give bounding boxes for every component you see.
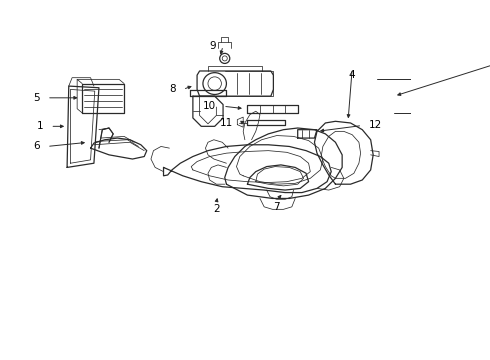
Text: 9: 9 [210, 41, 217, 51]
Text: 11: 11 [220, 118, 233, 128]
Text: 1: 1 [37, 121, 44, 131]
Text: 10: 10 [203, 101, 217, 111]
Text: 4: 4 [349, 70, 356, 80]
Text: 6: 6 [34, 141, 40, 152]
Text: 5: 5 [34, 93, 40, 103]
Text: 12: 12 [369, 121, 382, 130]
Text: 7: 7 [273, 202, 280, 212]
Text: 2: 2 [213, 204, 220, 214]
Text: 8: 8 [170, 85, 176, 94]
